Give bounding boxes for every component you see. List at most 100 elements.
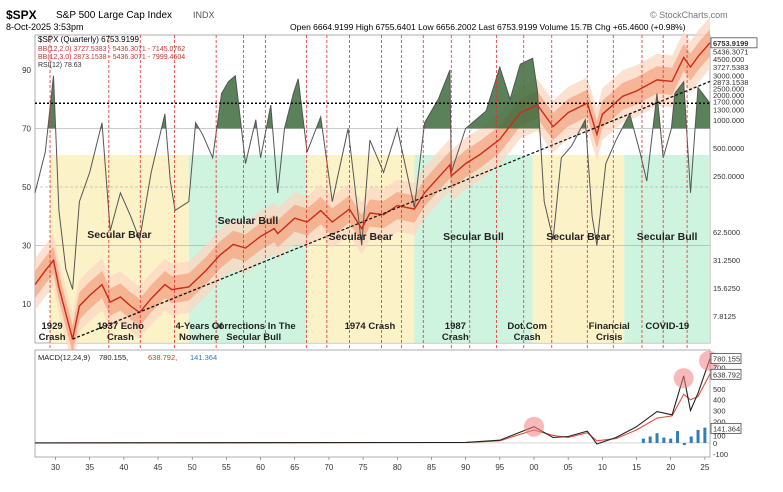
x-tick-80: 80 (393, 463, 402, 472)
rsi-tick-90: 90 (22, 66, 31, 75)
macd-histogram-bar (655, 433, 659, 443)
secular-label-4: Secular Bear (546, 231, 610, 243)
stockcharts-credit: © StockCharts.com (650, 10, 728, 20)
macd-value-box (710, 353, 742, 364)
macd-histogram-bar (696, 429, 700, 443)
chart-index-name: S&P 500 Large Cap Index (56, 10, 172, 21)
price-tick-4: 3000.000 (713, 72, 744, 81)
x-tick-55: 55 (222, 463, 231, 472)
macd-histogram-bar (669, 438, 673, 443)
x-tick-25: 25 (700, 463, 709, 472)
x-tick-70: 70 (324, 463, 333, 472)
last-price-box (710, 37, 758, 49)
x-tick-05: 05 (564, 463, 573, 472)
price-tick-3: 3727.5383 (713, 63, 748, 72)
x-axis: 30 35 40 45 50 55 60 65 70 75 80 85 90 95 00 05 10 15 20 25 (51, 457, 710, 472)
crash-annotation-4: 1974 Crash (345, 321, 396, 332)
rsi-tick-10: 10 (22, 300, 31, 309)
legend-rsi: RSI(12) 78.63 (38, 62, 82, 69)
macd-tick-0: 780.155 (713, 355, 740, 364)
price-tick-1: 5436.3071 (713, 48, 748, 57)
price-tick-13: 62.5000 (713, 228, 740, 237)
crash-annotation-line: 4-Years Of (176, 321, 224, 332)
price-legend: $SPX (Quarterly) 6753.9199 BB(12,2.0) 37… (38, 35, 185, 69)
price-tick-10: 1000.000 (713, 116, 744, 125)
secular-region-4 (532, 155, 625, 343)
price-tick-11: 500.0000 (713, 144, 744, 153)
macd-legend: MACD(12,24,9) 780.155, 638.792, 141.364 (38, 353, 217, 362)
legend-macd-label: MACD(12,24,9) (38, 353, 91, 362)
macd-value-box (710, 368, 742, 380)
macd-tick-2: 638.792 (713, 370, 740, 379)
macd-tick-1: 700 (713, 363, 726, 372)
crash-annotation-line: 1974 Crash (345, 321, 396, 332)
crash-annotation-line: Crash (514, 332, 541, 343)
price-tick-15: 15.6250 (713, 284, 740, 293)
secular-label-3: Secular Bull (443, 231, 504, 243)
x-tick-40: 40 (119, 463, 128, 472)
ohlc-summary: Open 6664.9199 High 6755.6401 Low 6656.2… (290, 22, 686, 32)
macd-panel-frame (34, 349, 711, 458)
x-tick-00: 00 (530, 463, 539, 472)
crash-annotation-8: COVID-19 (645, 321, 689, 332)
x-tick-35: 35 (85, 463, 94, 472)
x-tick-75: 75 (359, 463, 368, 472)
x-tick-15: 15 (632, 463, 641, 472)
macd-signal-line (34, 373, 711, 444)
x-tick-50: 50 (188, 463, 197, 472)
crash-annotation-line: Corrections In The (212, 321, 296, 332)
macd-tick-9: 0 (713, 439, 717, 448)
legend-macd-v2: 638.792, (148, 353, 177, 362)
rsi-line (34, 57, 711, 290)
macd-tick-5: 300 (713, 407, 726, 416)
macd-histogram-bar (662, 437, 666, 443)
crash-annotation-line: Crash (39, 332, 66, 343)
legend-price: $SPX (Quarterly) 6753.9199 (38, 35, 139, 44)
macd-tick-10: -100 (713, 450, 728, 459)
rsi-tick-50: 50 (22, 183, 31, 192)
price-tick-16: 7.8125 (713, 312, 736, 321)
x-tick-95: 95 (495, 463, 504, 472)
price-tick-7: 2000.000 (713, 91, 744, 100)
macd-peak-highlight (673, 368, 694, 389)
secular-label-5: Secular Bull (637, 231, 698, 243)
crash-annotation-line: Crisis (596, 332, 622, 343)
price-tick-14: 31.2500 (713, 256, 740, 265)
legend-bb1: BB(12,2.0) 3727.5383 - 5436.3071 - 7145.… (38, 46, 185, 53)
macd-peak-highlight (523, 416, 544, 437)
chart-date: 8-Oct-2025 3:53pm (6, 22, 84, 32)
secular-label-0: Secular Bear (87, 229, 151, 241)
price-tick-0: 6753.9199 (713, 39, 748, 48)
crash-annotation-line: Crash (442, 332, 469, 343)
crash-annotation-line: 1987 (445, 321, 466, 332)
rsi-tick-30: 30 (22, 242, 31, 251)
price-tick-8: 1700.000 (713, 98, 744, 107)
crash-annotation-line: Dot.Com (507, 321, 547, 332)
legend-macd-v1: 780.155, (99, 353, 128, 362)
x-tick-10: 10 (598, 463, 607, 472)
macd-histogram-bar (641, 438, 645, 443)
macd-line (34, 358, 711, 445)
macd-histogram-bar (676, 431, 680, 443)
x-tick-85: 85 (427, 463, 436, 472)
crash-annotation-line: Nowhere (179, 332, 219, 343)
x-tick-30: 30 (51, 463, 60, 472)
crash-annotation-line: COVID-19 (645, 321, 689, 332)
macd-panel: 780.155700638.792500400300200141.3641000… (34, 349, 742, 459)
x-tick-45: 45 (154, 463, 163, 472)
crash-annotation-line: Secular Bull (226, 332, 281, 343)
macd-histogram-bar (703, 427, 707, 443)
secular-region-5 (624, 155, 710, 343)
crash-annotation-line: 1937 Echo (97, 321, 144, 332)
x-tick-65: 65 (290, 463, 299, 472)
crash-annotation-line: Financial (589, 321, 630, 332)
secular-label-1: Secular Bull (218, 215, 279, 227)
legend-macd-v3: 141.364 (190, 353, 217, 362)
x-tick-90: 90 (461, 463, 470, 472)
